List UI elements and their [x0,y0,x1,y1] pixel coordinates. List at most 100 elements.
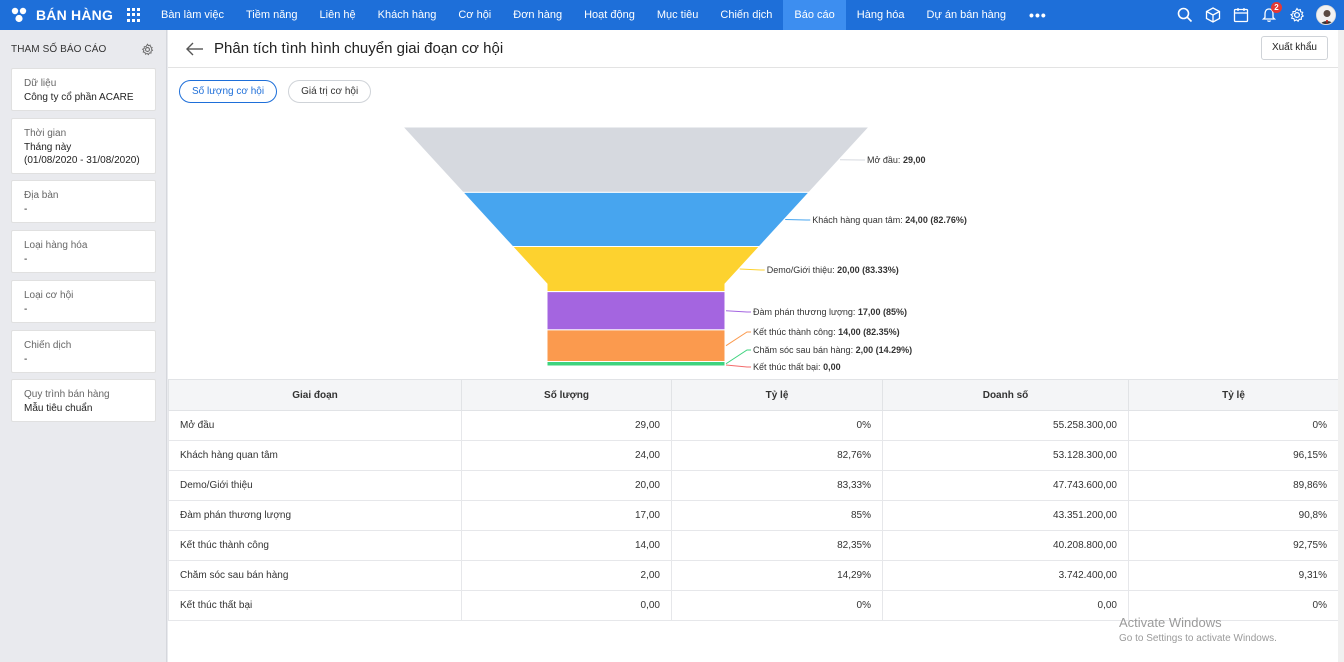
param-product-type[interactable]: Loại hàng hóa - [11,230,156,273]
funnel-label-value: 24,00 (82.76%) [905,215,967,225]
param-value: - [24,304,28,315]
funnel-label: Khách hàng quan tâm: 24,00 (82.76%) [812,215,967,225]
settings-gear-icon[interactable] [141,42,154,56]
calendar-icon[interactable] [1232,6,1250,24]
nav-item[interactable]: Đơn hàng [513,9,563,21]
table-cell: 3.742.400,00 [882,560,1129,591]
tab-opportunity-count[interactable]: Số lượng cơ hội [179,80,278,103]
funnel-leader-line [725,331,751,347]
funnel-label-name: Demo/Giới thiệu [767,265,832,275]
table-cell: 53.128.300,00 [882,440,1129,471]
table-row[interactable]: Kết thúc thất bại 0,00 0% 0,00 0% [168,590,1339,621]
avatar[interactable] [1316,5,1336,25]
funnel-segment[interactable] [546,329,726,362]
export-button[interactable]: Xuất khẩu [1260,36,1328,60]
metric-tabs: Số lượng cơ hội Giá trị cơ hội [179,80,372,103]
table-row[interactable]: Demo/Giới thiệu 20,00 83,33% 47.743.600,00 8… [168,470,1339,501]
table-cell: 0,00 [461,590,672,621]
funnel-label-name: Kết thúc thất bại [753,362,818,372]
nav-item[interactable]: Báo cáo [783,0,846,30]
param-time[interactable]: Thời gian Tháng này (01/08/2020 - 31/08/… [11,118,156,174]
table-row[interactable]: Chăm sóc sau bán hàng 2,00 14,29% 3.742.400… [168,560,1339,591]
package-icon[interactable] [1204,6,1222,24]
funnel-segment[interactable] [546,291,726,331]
param-label: Dữ liệu [24,78,57,89]
more-menu-icon[interactable]: ••• [1029,7,1047,23]
table-cell: 20,00 [461,470,672,501]
brand[interactable]: BÁN HÀNG [0,6,150,24]
nav-item[interactable]: Cơ hội [458,9,492,21]
funnel-label: Kết thúc thất bại: 0,00 [753,362,841,372]
stage-table: Giai đoạn Số lượng Tỷ lệ Doanh số Tỷ lệ … [168,379,1339,621]
nav-item[interactable]: Mục tiêu [656,9,699,21]
table-row[interactable]: Mở đầu 29,00 0% 55.258.300,00 0% [168,410,1339,441]
funnel-segment[interactable] [461,191,811,247]
table-cell: 43.351.200,00 [882,500,1129,531]
funnel-label: Chăm sóc sau bán hàng: 2,00 (14.29%) [753,345,912,355]
param-data-source[interactable]: Dữ liệu Công ty cổ phần ACARE [11,68,156,111]
funnel-label-value: 2,00 (14.29%) [856,345,913,355]
col-header-stage[interactable]: Giai đoạn [168,379,462,411]
param-region[interactable]: Địa bàn - [11,180,156,223]
brand-logo-icon [11,7,27,23]
nav-item[interactable]: Tiềm năng [245,9,298,21]
table-row[interactable]: Đàm phán thương lượng 17,00 85% 43.351.200,… [168,500,1339,531]
nav-item[interactable]: Hàng hóa [856,9,905,21]
table-cell: 96,15% [1128,440,1339,471]
param-campaign[interactable]: Chiến dịch - [11,330,156,373]
funnel-leader-line [725,310,751,313]
funnel-label-name: Đàm phán thương lượng [753,307,853,317]
param-label: Loại hàng hóa [24,240,88,251]
nav-item[interactable]: Khách hàng [377,9,437,21]
funnel-segment[interactable] [401,126,871,193]
funnel-label: Kết thúc thành công: 14,00 (82.35%) [753,327,900,337]
back-arrow-icon[interactable] [186,42,204,56]
search-icon[interactable] [1176,6,1194,24]
funnel-label-name: Khách hàng quan tâm [812,215,900,225]
col-header-count[interactable]: Số lượng [461,379,672,411]
table-cell: 0% [671,590,883,621]
param-value: Tháng này [24,142,72,153]
table-row[interactable]: Khách hàng quan tâm 24,00 82,76% 53.128.300… [168,440,1339,471]
table-cell: Kết thúc thành công [168,530,462,561]
param-value: - [24,254,28,265]
windows-activation-watermark: Activate Windows Go to Settings to activ… [1119,615,1277,644]
watermark-title: Activate Windows [1119,615,1222,630]
table-cell: 83,33% [671,470,883,501]
col-header-revenue-rate[interactable]: Tỷ lệ [1128,379,1339,411]
funnel-label-value: 14,00 (82.35%) [838,327,900,337]
funnel-leader-line [785,218,811,221]
funnel-leader-line [725,364,751,368]
table-cell: 0% [1128,410,1339,441]
table-cell: Chăm sóc sau bán hàng [168,560,462,591]
table-cell: 82,76% [671,440,883,471]
funnel-label-name: Chăm sóc sau bán hàng [753,345,851,355]
funnel-segment[interactable] [546,360,726,367]
col-header-revenue[interactable]: Doanh số [882,379,1129,411]
table-row[interactable]: Kết thúc thành công 14,00 82,35% 40.208.800… [168,530,1339,561]
param-value-range: (01/08/2020 - 31/08/2020) [24,155,140,166]
table-cell: Đàm phán thương lượng [168,500,462,531]
nav-item[interactable]: Liên hệ [319,9,356,21]
nav-item[interactable]: Hoạt động [584,9,635,21]
funnel-leader-line [725,349,751,365]
nav-item[interactable]: Chiến dịch [720,9,773,21]
table-cell: 92,75% [1128,530,1339,561]
param-value: Công ty cổ phần ACARE [24,92,134,103]
tab-opportunity-value[interactable]: Giá trị cơ hội [288,80,372,103]
param-value: Mẫu tiêu chuẩn [24,403,93,414]
param-sales-process[interactable]: Quy trình bán hàng Mẫu tiêu chuẩn [11,379,156,422]
gear-icon[interactable] [1288,6,1306,24]
watermark-subtitle: Go to Settings to activate Windows. [1119,633,1277,644]
funnel-segment[interactable] [511,246,761,293]
col-header-rate[interactable]: Tỷ lệ [671,379,883,411]
funnel-leader-line [739,268,765,271]
bell-icon[interactable]: 2 [1260,2,1282,24]
app-grid-icon[interactable] [127,8,141,22]
notification-badge: 2 [1271,2,1282,13]
nav-item[interactable]: Dự án bán hàng [926,9,1007,21]
sidebar-header: THAM SỐ BÁO CÁO [0,30,166,68]
scrollbar[interactable] [1338,30,1344,662]
nav-item[interactable]: Bàn làm việc [161,9,224,21]
param-opportunity-type[interactable]: Loại cơ hội - [11,280,156,323]
